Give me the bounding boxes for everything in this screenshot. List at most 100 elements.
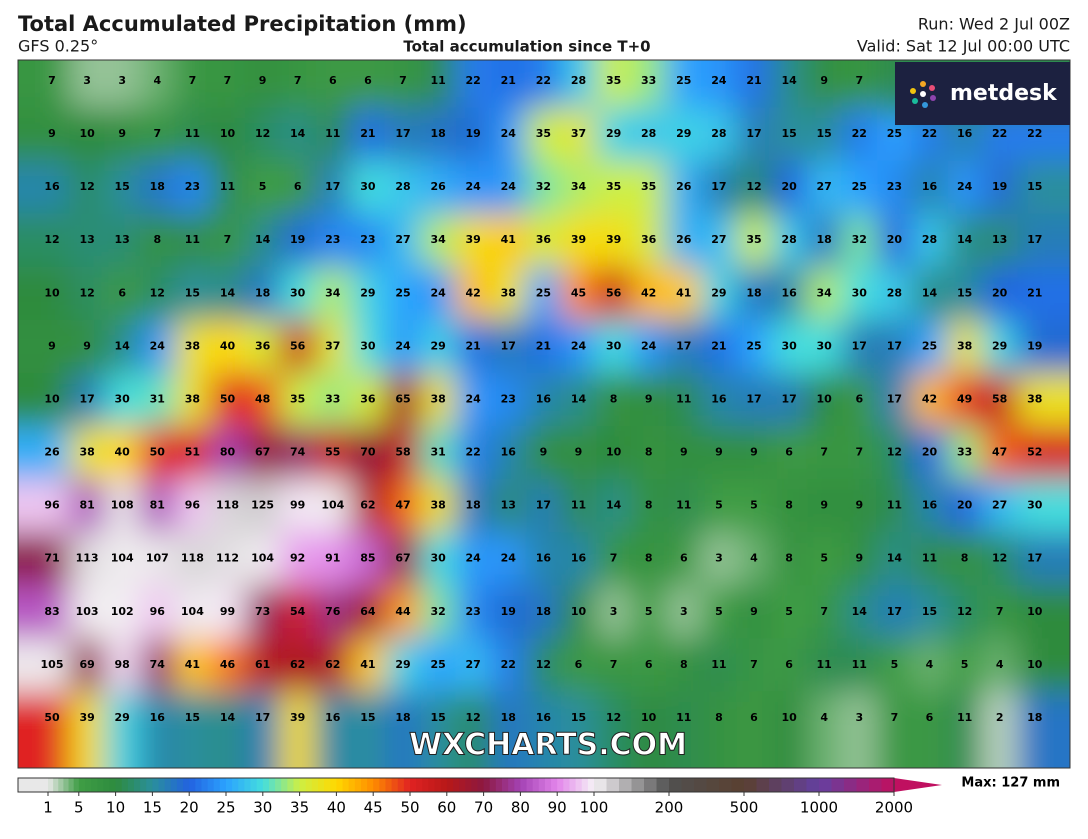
cell-label: 7 <box>820 605 828 618</box>
cell-label: 34 <box>817 286 833 299</box>
field-cell <box>245 107 282 162</box>
cell-label: 47 <box>395 499 410 512</box>
field-cell <box>982 532 1019 587</box>
field-cell <box>525 479 562 534</box>
colorbar-step <box>281 778 288 792</box>
cell-label: 17 <box>887 605 902 618</box>
cell-label: 18 <box>536 605 551 618</box>
field-cell <box>560 479 598 534</box>
cell-label: 113 <box>76 552 99 565</box>
cell-label: 3 <box>118 74 126 87</box>
colorbar-step <box>477 778 485 792</box>
field-cell <box>209 266 247 321</box>
field-cell <box>736 691 773 768</box>
cell-label: 58 <box>395 446 410 459</box>
cell-label: 19 <box>992 180 1007 193</box>
field-cell <box>209 372 247 428</box>
colorbar-step <box>606 778 620 792</box>
cell-label: 42 <box>641 286 656 299</box>
cell-label: 104 <box>181 605 204 618</box>
field-cell <box>209 426 247 481</box>
cell-label: 18 <box>150 180 165 193</box>
field-cell <box>490 60 527 109</box>
field-cell <box>315 479 352 534</box>
cell-label: 74 <box>150 658 166 671</box>
cell-label: 26 <box>44 446 60 459</box>
colorbar-step <box>68 778 75 792</box>
colorbar-step <box>58 778 64 792</box>
field-cell <box>911 638 949 693</box>
field-cell <box>911 479 949 534</box>
cell-label: 11 <box>571 499 586 512</box>
cell-label: 7 <box>610 658 618 671</box>
colorbar-step <box>428 778 436 792</box>
cell-label: 67 <box>255 446 270 459</box>
colorbar-label: 80 <box>511 799 530 817</box>
model: GFS 0.25° <box>18 37 98 56</box>
cell-label: 67 <box>395 552 410 565</box>
cell-label: 24 <box>501 552 517 565</box>
field-cell <box>104 319 141 374</box>
field-cell <box>841 479 878 534</box>
field-cell <box>280 691 317 768</box>
field-cell <box>315 638 352 693</box>
field-cell <box>385 479 422 534</box>
colorbar-step <box>360 778 368 792</box>
cell-label: 15 <box>571 711 586 724</box>
field-cell <box>560 60 598 109</box>
cell-label: 7 <box>48 74 56 87</box>
cell-label: 56 <box>290 339 306 352</box>
field-cell <box>280 372 317 428</box>
cell-label: 14 <box>290 127 306 140</box>
colorbar-step <box>495 778 503 792</box>
cell-label: 62 <box>290 658 305 671</box>
cell-label: 49 <box>957 392 972 405</box>
colorbar-step <box>544 778 552 792</box>
cell-label: 38 <box>501 286 516 299</box>
field-cell <box>350 319 387 374</box>
cell-label: 17 <box>711 180 726 193</box>
field-cell <box>490 372 527 428</box>
field-cell <box>806 266 843 321</box>
field-cell <box>315 372 352 428</box>
field-cell <box>560 266 598 321</box>
field-cell <box>771 691 808 768</box>
cell-label: 24 <box>395 339 411 352</box>
cell-label: 10 <box>220 127 236 140</box>
colorbar-step <box>532 778 540 792</box>
cell-label: 21 <box>711 339 726 352</box>
field-cell <box>69 60 106 109</box>
field-cell <box>69 319 106 374</box>
colorbar-step <box>275 778 282 792</box>
cell-label: 16 <box>44 180 60 193</box>
field-cell <box>982 638 1019 693</box>
field-cell <box>315 319 352 374</box>
field-cell <box>350 585 387 640</box>
field-cell <box>245 266 282 321</box>
cell-label: 16 <box>536 711 552 724</box>
field-cell <box>315 426 352 481</box>
field-cell <box>525 426 562 481</box>
cell-label: 41 <box>360 658 375 671</box>
field-cell <box>385 638 422 693</box>
field-cell <box>560 691 598 768</box>
field-cell <box>174 319 211 374</box>
field-cell <box>841 160 878 215</box>
field-cell <box>455 60 492 109</box>
colorbar-step <box>416 778 423 792</box>
cell-label: 23 <box>185 180 200 193</box>
cell-label: 22 <box>536 74 551 87</box>
colorbar-step <box>669 778 682 792</box>
cell-label: 8 <box>715 711 723 724</box>
field-cell <box>876 426 913 481</box>
cell-label: 5 <box>715 605 723 618</box>
cell-label: 16 <box>501 446 517 459</box>
field-cell <box>209 479 247 534</box>
cell-label: 10 <box>571 605 587 618</box>
field-cell <box>841 372 878 428</box>
cell-label: 22 <box>466 74 481 87</box>
colorbar-step <box>91 778 98 792</box>
colorbar-step <box>379 778 386 792</box>
field-cell <box>806 691 843 768</box>
